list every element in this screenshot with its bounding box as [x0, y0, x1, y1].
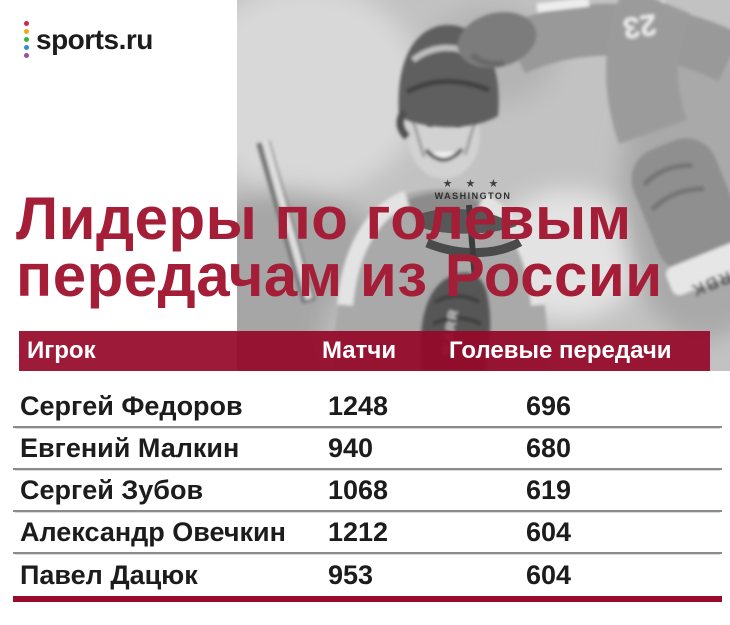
matches-cell: 940	[328, 432, 374, 463]
jersey-wordmark: WASHINGTON	[435, 191, 512, 201]
assists-cell: 604	[526, 559, 572, 590]
assists-cell: 604	[526, 516, 572, 547]
title-line-2: передачам из России	[16, 242, 663, 309]
logo-text: sports.ru	[36, 23, 153, 55]
jersey-stars: ★ ★ ★	[443, 178, 504, 190]
table-row: Павел Дацюк 953 604	[13, 554, 722, 596]
logo-dot	[24, 45, 29, 50]
table-row: Евгений Малкин 940 680	[13, 428, 722, 470]
bottom-accent-bar	[13, 596, 722, 602]
table-row: Александр Овечкин 1212 604	[13, 512, 722, 554]
table-row: Сергей Федоров 1248 696	[13, 386, 722, 428]
player-name-cell: Евгений Малкин	[20, 432, 240, 463]
assists-cell: 619	[526, 474, 572, 505]
logo-dots-icon	[24, 21, 29, 58]
column-header-matches: Матчи	[322, 337, 397, 364]
sports-ru-logo: sports.ru	[24, 21, 153, 58]
teammate-arms: 23 RBK	[457, 0, 730, 301]
logo-dot	[24, 21, 29, 26]
player-name-cell: Сергей Зубов	[20, 474, 204, 505]
sleeve-number: 23	[621, 7, 659, 44]
logo-dot	[24, 53, 29, 58]
logo-dot	[24, 29, 29, 34]
matches-cell: 1212	[328, 516, 389, 547]
jersey-crest: ★ ★ ★ WASHINGTON	[420, 178, 523, 281]
hockey-photo: ★ ★ ★ WASHINGTON	[237, 0, 730, 371]
table-row: Сергей Зубов 1068 619	[13, 470, 722, 512]
logo-dot	[24, 37, 29, 42]
teammate-glove: RBK	[631, 138, 730, 301]
player-name-cell: Сергей Федоров	[20, 390, 243, 421]
title-line-1: Лидеры по голевым	[16, 185, 632, 252]
matches-cell: 1068	[328, 474, 389, 505]
page-title: Лидеры по голевым передачам из России	[16, 185, 663, 309]
assists-cell: 680	[526, 432, 572, 463]
assists-cell: 696	[526, 390, 572, 421]
leaders-table: Сергей Федоров 1248 696 Евгений Малкин 9…	[13, 386, 722, 596]
matches-cell: 953	[328, 559, 374, 590]
player-name-cell: Александр Овечкин	[20, 516, 286, 547]
column-header-assists: Голевые передачи	[449, 337, 672, 364]
hockey-stick-icon	[256, 140, 316, 304]
table-header: Игрок Матчи Голевые передачи	[19, 331, 710, 371]
hockey-photo-art: ★ ★ ★ WASHINGTON	[237, 0, 730, 371]
matches-cell: 1248	[328, 390, 389, 421]
column-header-player: Игрок	[27, 337, 96, 364]
player-name-cell: Павел Дацюк	[20, 559, 198, 590]
